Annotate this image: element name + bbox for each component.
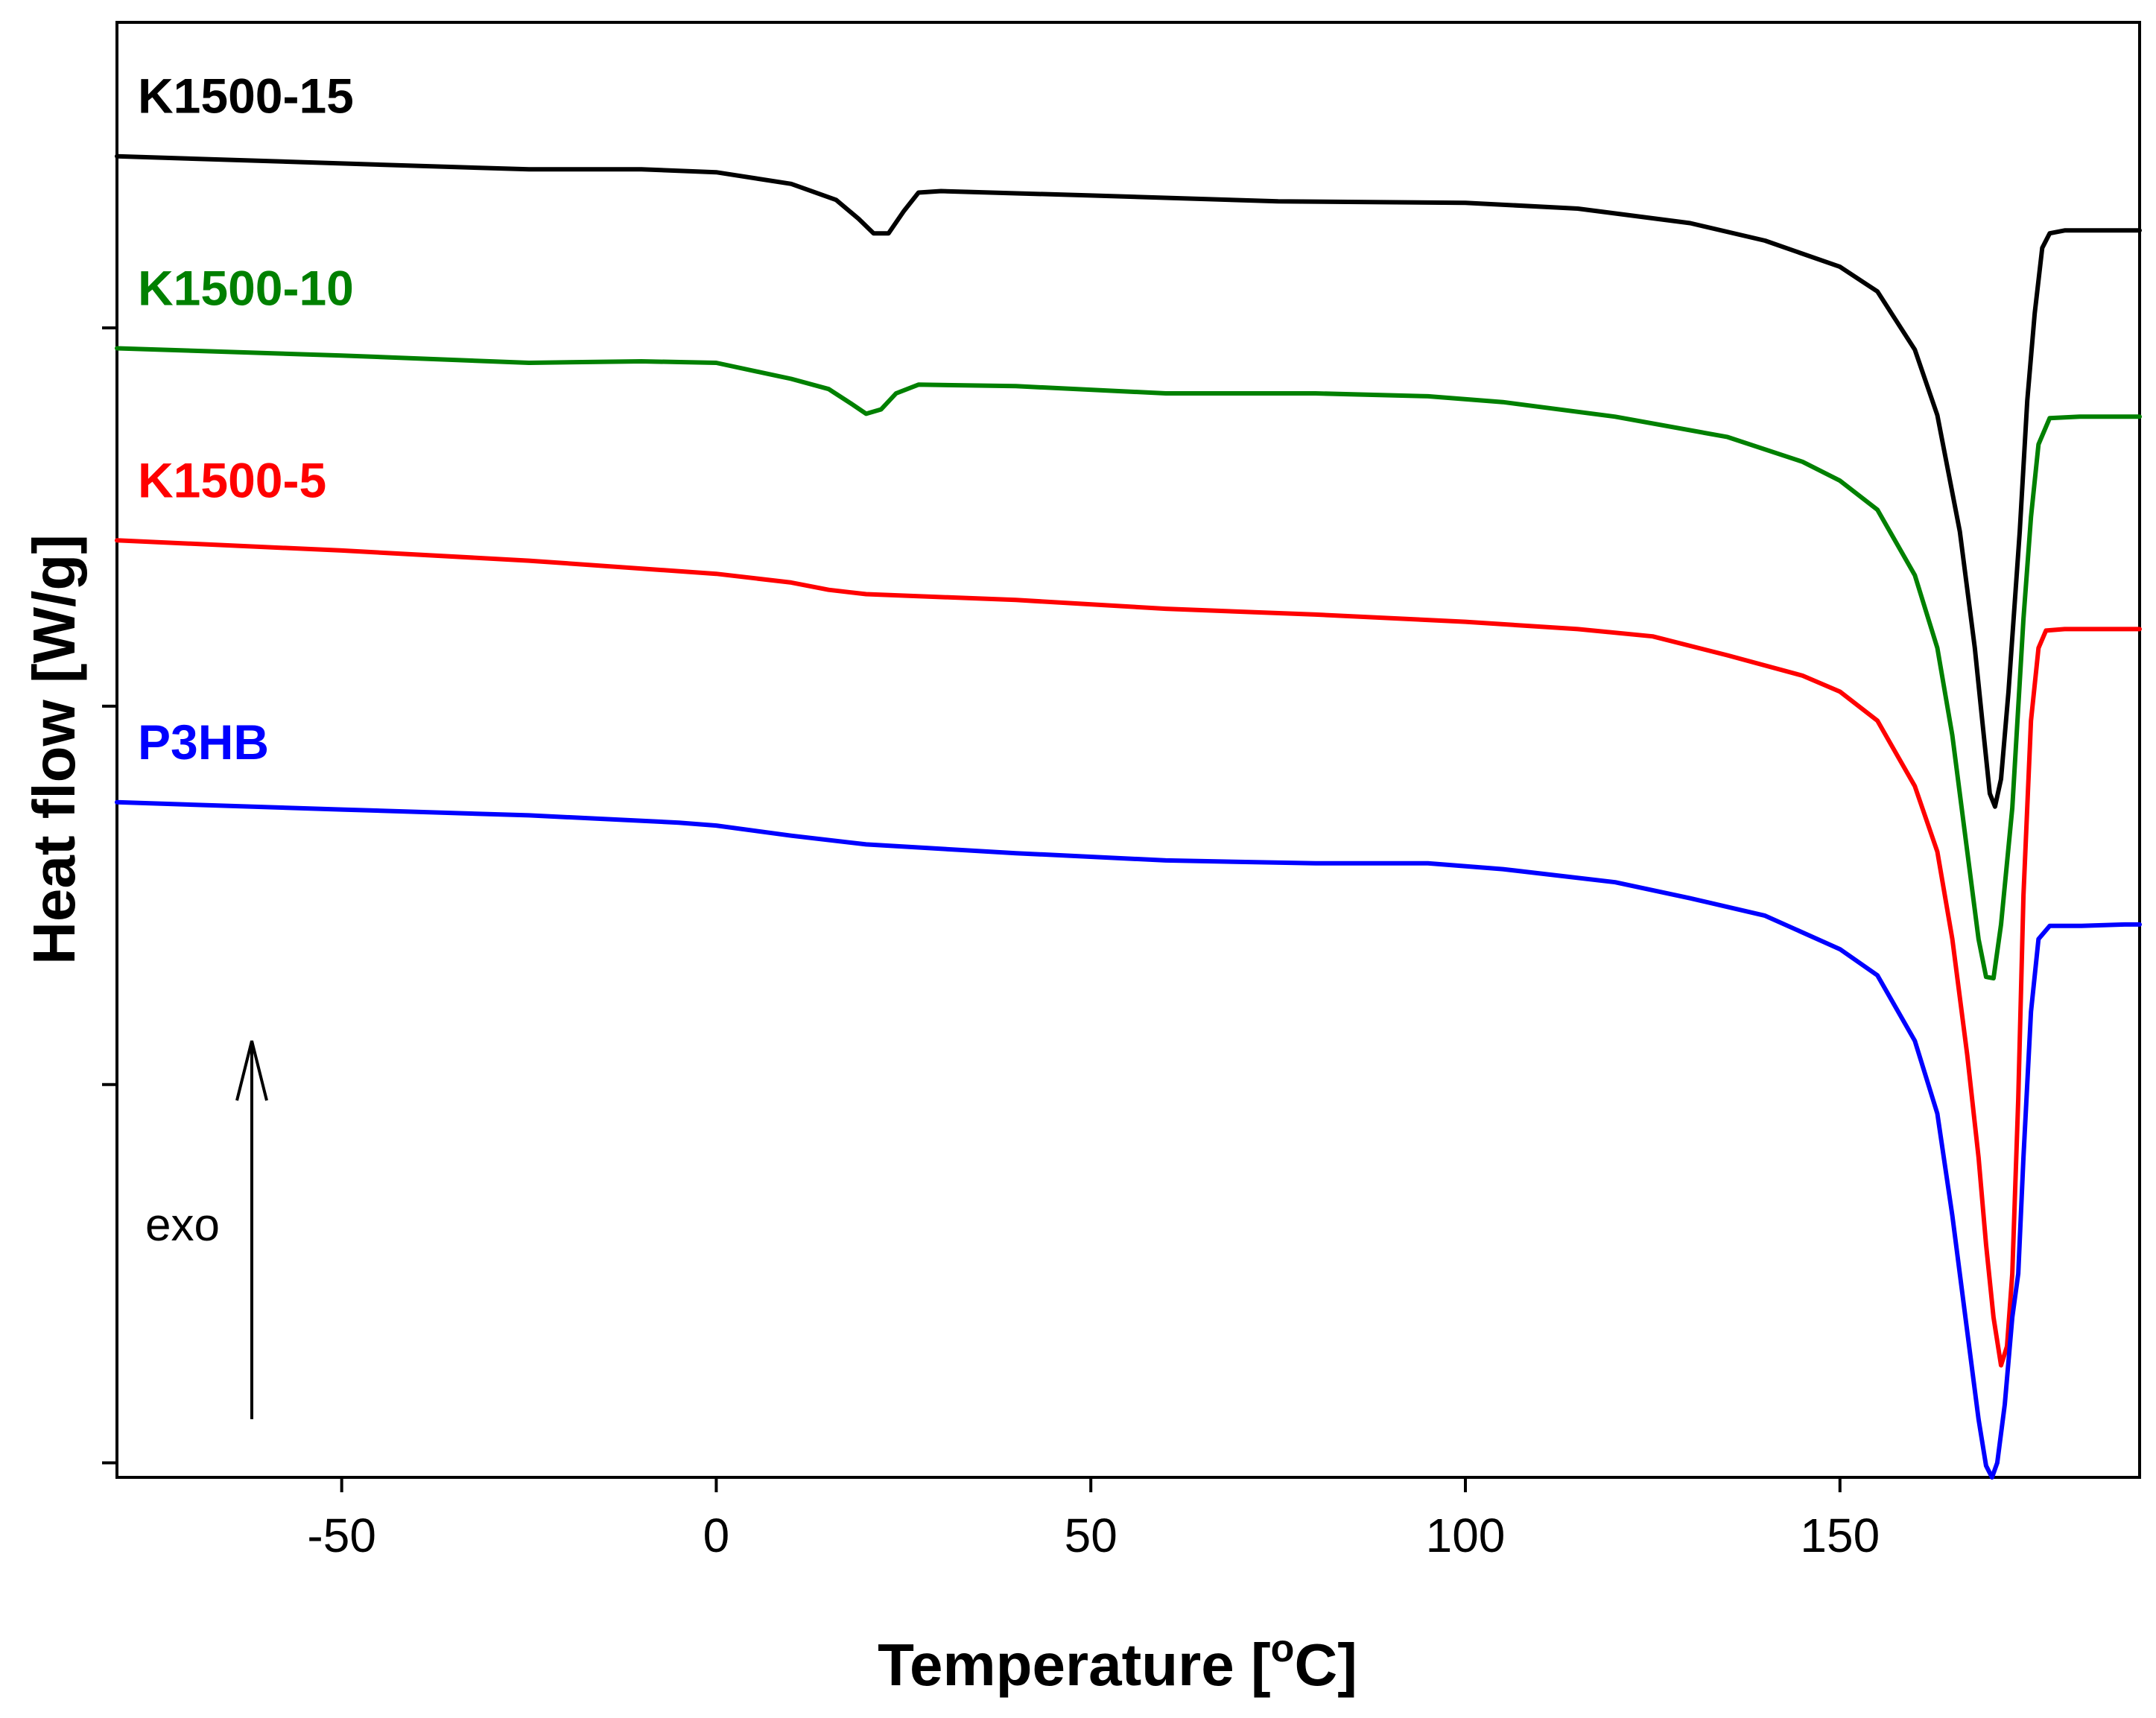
y-axis-title: Heat flow [W/g] bbox=[21, 534, 87, 965]
exo-arrow-head bbox=[235, 1040, 268, 1101]
series-line-k1500-10 bbox=[115, 346, 2142, 981]
plot-frame bbox=[115, 21, 2141, 1479]
y-axis-ticks bbox=[102, 326, 117, 1465]
x-tick-label-0: 0 bbox=[703, 1509, 730, 1562]
x-axis-title: Temperature [oC] bbox=[878, 1627, 1357, 1698]
series-line-p3hb bbox=[115, 799, 2142, 1480]
series-line-k1500-15 bbox=[115, 153, 2142, 809]
series-label-k1500-5: K1500-5 bbox=[138, 452, 326, 507]
exo-arrow bbox=[235, 1040, 268, 1419]
series-label-k1500-15: K1500-15 bbox=[138, 69, 354, 124]
series-label-p3hb: P3HB bbox=[138, 714, 269, 770]
series-line-k1500-5 bbox=[115, 538, 2142, 1368]
exo-label: exo bbox=[145, 1199, 220, 1251]
series-label-k1500-10: K1500-10 bbox=[138, 260, 354, 315]
x-tick-label-150: 150 bbox=[1800, 1509, 1880, 1562]
series-layer bbox=[115, 153, 2142, 1480]
x-tick-label-50: 50 bbox=[1065, 1509, 1117, 1562]
x-tick-label--50: -50 bbox=[307, 1509, 376, 1562]
series-labels: K1500-15 K1500-10 K1500-5 P3HB bbox=[138, 69, 354, 770]
x-tick-label-100: 100 bbox=[1426, 1509, 1506, 1562]
x-axis-ticks: -50 0 50 100 150 bbox=[307, 1477, 1880, 1562]
